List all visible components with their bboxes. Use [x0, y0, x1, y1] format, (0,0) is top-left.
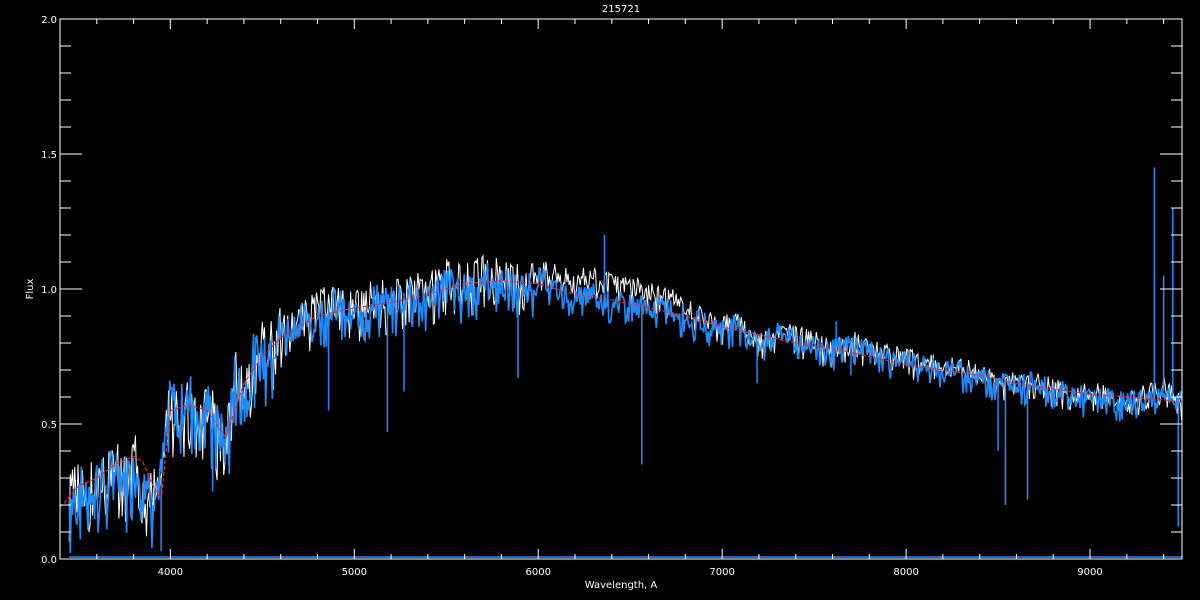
x-tick-label: 5000	[342, 567, 367, 578]
x-tick-label: 8000	[893, 567, 918, 578]
plot-area	[59, 167, 1183, 558]
axes: 4000 5000 6000 7000 8000 9000 0.0 0.5 1.0 1.5 2.0	[41, 15, 1183, 578]
spectrum-line-observed	[68, 263, 1183, 554]
x-tick-label: 6000	[526, 567, 551, 578]
series-model	[59, 280, 1183, 509]
series-observed	[68, 263, 1183, 554]
y-tick-label: 0.0	[41, 555, 57, 566]
y-tick-label: 0.5	[41, 420, 57, 431]
chart-title: 215721	[602, 4, 640, 15]
x-tick-label: 9000	[1077, 567, 1102, 578]
y-tick-label: 1.0	[41, 285, 57, 296]
x-tick-label: 7000	[709, 567, 734, 578]
y-tick-label: 1.5	[41, 150, 57, 161]
y-tick-label: 2.0	[41, 15, 57, 26]
y-axis-label: Flux	[25, 279, 36, 300]
x-axis-label: Wavelength, A	[585, 580, 658, 591]
x-tick-label: 4000	[158, 567, 183, 578]
